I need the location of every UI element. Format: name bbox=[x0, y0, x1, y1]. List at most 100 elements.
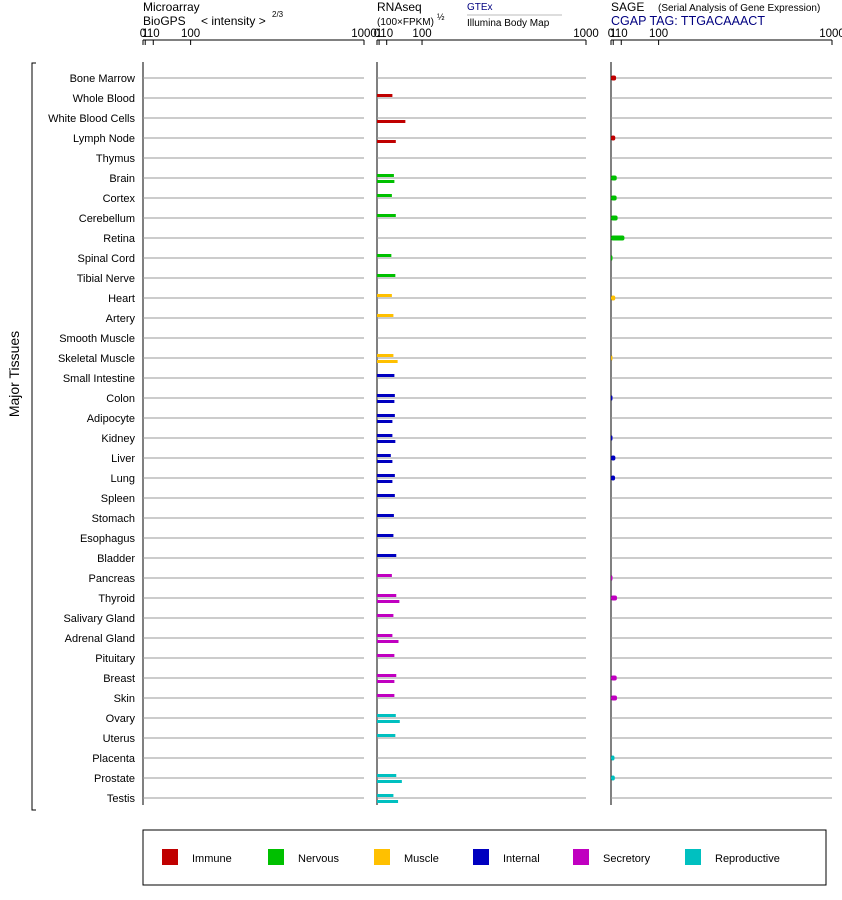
rnaseq-bar bbox=[377, 180, 395, 183]
sage-tick-label: 10 bbox=[615, 28, 628, 40]
legend-swatch-reproductive bbox=[685, 849, 701, 865]
rnaseq-bar bbox=[377, 720, 400, 723]
legend-label-nervous: Nervous bbox=[298, 853, 339, 865]
legend-swatch-internal bbox=[473, 849, 489, 865]
tissue-label: Thymus bbox=[96, 153, 136, 165]
rnaseq-bar bbox=[377, 360, 398, 363]
rnaseq-exponent: ½ bbox=[437, 12, 445, 22]
rnaseq-tick-label: 100 bbox=[412, 28, 431, 40]
sage-tick-label: 0 bbox=[608, 28, 614, 40]
rnaseq-bar bbox=[377, 474, 395, 477]
rnaseq-bar bbox=[377, 354, 394, 357]
legend-box bbox=[142, 829, 827, 886]
tissue-label: Lymph Node bbox=[73, 133, 135, 145]
rnaseq-bar bbox=[377, 140, 396, 143]
legend-label-internal: Internal bbox=[503, 853, 540, 865]
tissue-label: Pituitary bbox=[95, 653, 135, 665]
rnaseq-bar bbox=[377, 734, 396, 737]
microarray-subtitle: BioGPS bbox=[143, 14, 186, 28]
rnaseq-legend-gtex: GTEx bbox=[467, 2, 493, 13]
rnaseq-bar bbox=[377, 534, 394, 537]
rnaseq-bar bbox=[377, 614, 394, 617]
sage-bar bbox=[611, 435, 613, 441]
sage-tick-label: 1000 bbox=[819, 28, 842, 40]
sage-bar bbox=[611, 755, 615, 761]
sage-bar bbox=[611, 175, 617, 181]
rnaseq-tick-label: 0 bbox=[374, 28, 380, 40]
y-axis-bracket bbox=[31, 62, 36, 811]
tissue-label: Pancreas bbox=[89, 573, 136, 585]
microarray-scale-label: < intensity > bbox=[201, 14, 266, 28]
tissue-label: Lung bbox=[111, 473, 135, 485]
y-axis-title: Major Tissues bbox=[6, 331, 22, 417]
tissue-label: White Blood Cells bbox=[48, 113, 135, 125]
rnaseq-bar bbox=[377, 440, 396, 443]
rnaseq-bar bbox=[377, 800, 399, 803]
legend-swatch-secretory bbox=[573, 849, 589, 865]
legend-label-muscle: Muscle bbox=[404, 853, 439, 865]
tissue-label: Smooth Muscle bbox=[59, 333, 135, 345]
rnaseq-subtitle: (100×FPKM) bbox=[377, 17, 434, 28]
tissue-label: Adipocyte bbox=[87, 413, 135, 425]
microarray-title: Microarray bbox=[143, 0, 200, 14]
legend-swatch-immune bbox=[162, 849, 178, 865]
tissue-label: Spinal Cord bbox=[78, 253, 135, 265]
rnaseq-bar bbox=[377, 194, 392, 197]
tissue-label: Tibial Nerve bbox=[77, 273, 135, 285]
tissue-label: Salivary Gland bbox=[63, 613, 135, 625]
rnaseq-bar bbox=[377, 174, 394, 177]
tissue-label: Esophagus bbox=[80, 533, 136, 545]
sage-bar bbox=[611, 75, 617, 81]
tissue-label: Liver bbox=[111, 453, 135, 465]
microarray-scale-exponent: 2/3 bbox=[272, 10, 284, 19]
sage-bar bbox=[611, 675, 617, 681]
rnaseq-tick-label: 1 bbox=[376, 28, 382, 40]
sage-bar bbox=[611, 595, 618, 601]
microarray-tick-label: 0 bbox=[140, 28, 146, 40]
tissue-label: Cortex bbox=[103, 193, 136, 205]
sage-tag: CGAP TAG: TTGACAAACT bbox=[611, 14, 765, 28]
tissue-label: Stomach bbox=[92, 513, 135, 525]
sage-bar bbox=[611, 295, 616, 301]
rnaseq-bar bbox=[377, 120, 406, 123]
tissue-label: Heart bbox=[108, 293, 135, 305]
rnaseq-title: RNAseq bbox=[377, 0, 422, 14]
sage-bar bbox=[611, 395, 613, 401]
tissue-label: Small Intestine bbox=[63, 373, 135, 385]
sage-tick-label: 100 bbox=[649, 28, 668, 40]
tissue-label: Thyroid bbox=[98, 593, 135, 605]
rnaseq-bar bbox=[377, 774, 397, 777]
microarray-tick-label: 1 bbox=[142, 28, 148, 40]
tissue-label: Brain bbox=[109, 173, 135, 185]
tissue-label: Ovary bbox=[106, 713, 136, 725]
rnaseq-bar bbox=[377, 554, 397, 557]
rnaseq-bar bbox=[377, 634, 393, 637]
tissue-label: Skeletal Muscle bbox=[58, 353, 135, 365]
sage-bar bbox=[611, 455, 616, 461]
rnaseq-bar bbox=[377, 654, 395, 657]
rnaseq-bar bbox=[377, 480, 393, 483]
rnaseq-bar bbox=[377, 394, 395, 397]
sage-bar bbox=[611, 135, 616, 141]
legend-swatch-nervous bbox=[268, 849, 284, 865]
sage-bar bbox=[611, 255, 613, 261]
microarray-tick-label: 1000 bbox=[351, 28, 377, 40]
tissue-label: Cerebellum bbox=[79, 213, 135, 225]
rnaseq-bar bbox=[377, 214, 396, 217]
legend-label-immune: Immune bbox=[192, 853, 232, 865]
sage-bar bbox=[611, 195, 617, 201]
tissue-label: Skin bbox=[114, 693, 135, 705]
sage-tick-label: 1 bbox=[610, 28, 616, 40]
legend-label-secretory: Secretory bbox=[603, 853, 651, 865]
rnaseq-bar bbox=[377, 574, 392, 577]
sage-bar bbox=[611, 355, 613, 361]
rnaseq-legend-illumina: Illumina Body Map bbox=[467, 18, 550, 29]
tissue-label: Retina bbox=[103, 233, 136, 245]
tissue-label: Colon bbox=[106, 393, 135, 405]
tissue-label: Bone Marrow bbox=[70, 73, 135, 85]
sage-note: (Serial Analysis of Gene Expression) bbox=[658, 3, 820, 14]
tissue-label: Prostate bbox=[94, 773, 135, 785]
rnaseq-bar bbox=[377, 460, 393, 463]
tissue-label: Adrenal Gland bbox=[65, 633, 135, 645]
rnaseq-bar bbox=[377, 674, 397, 677]
